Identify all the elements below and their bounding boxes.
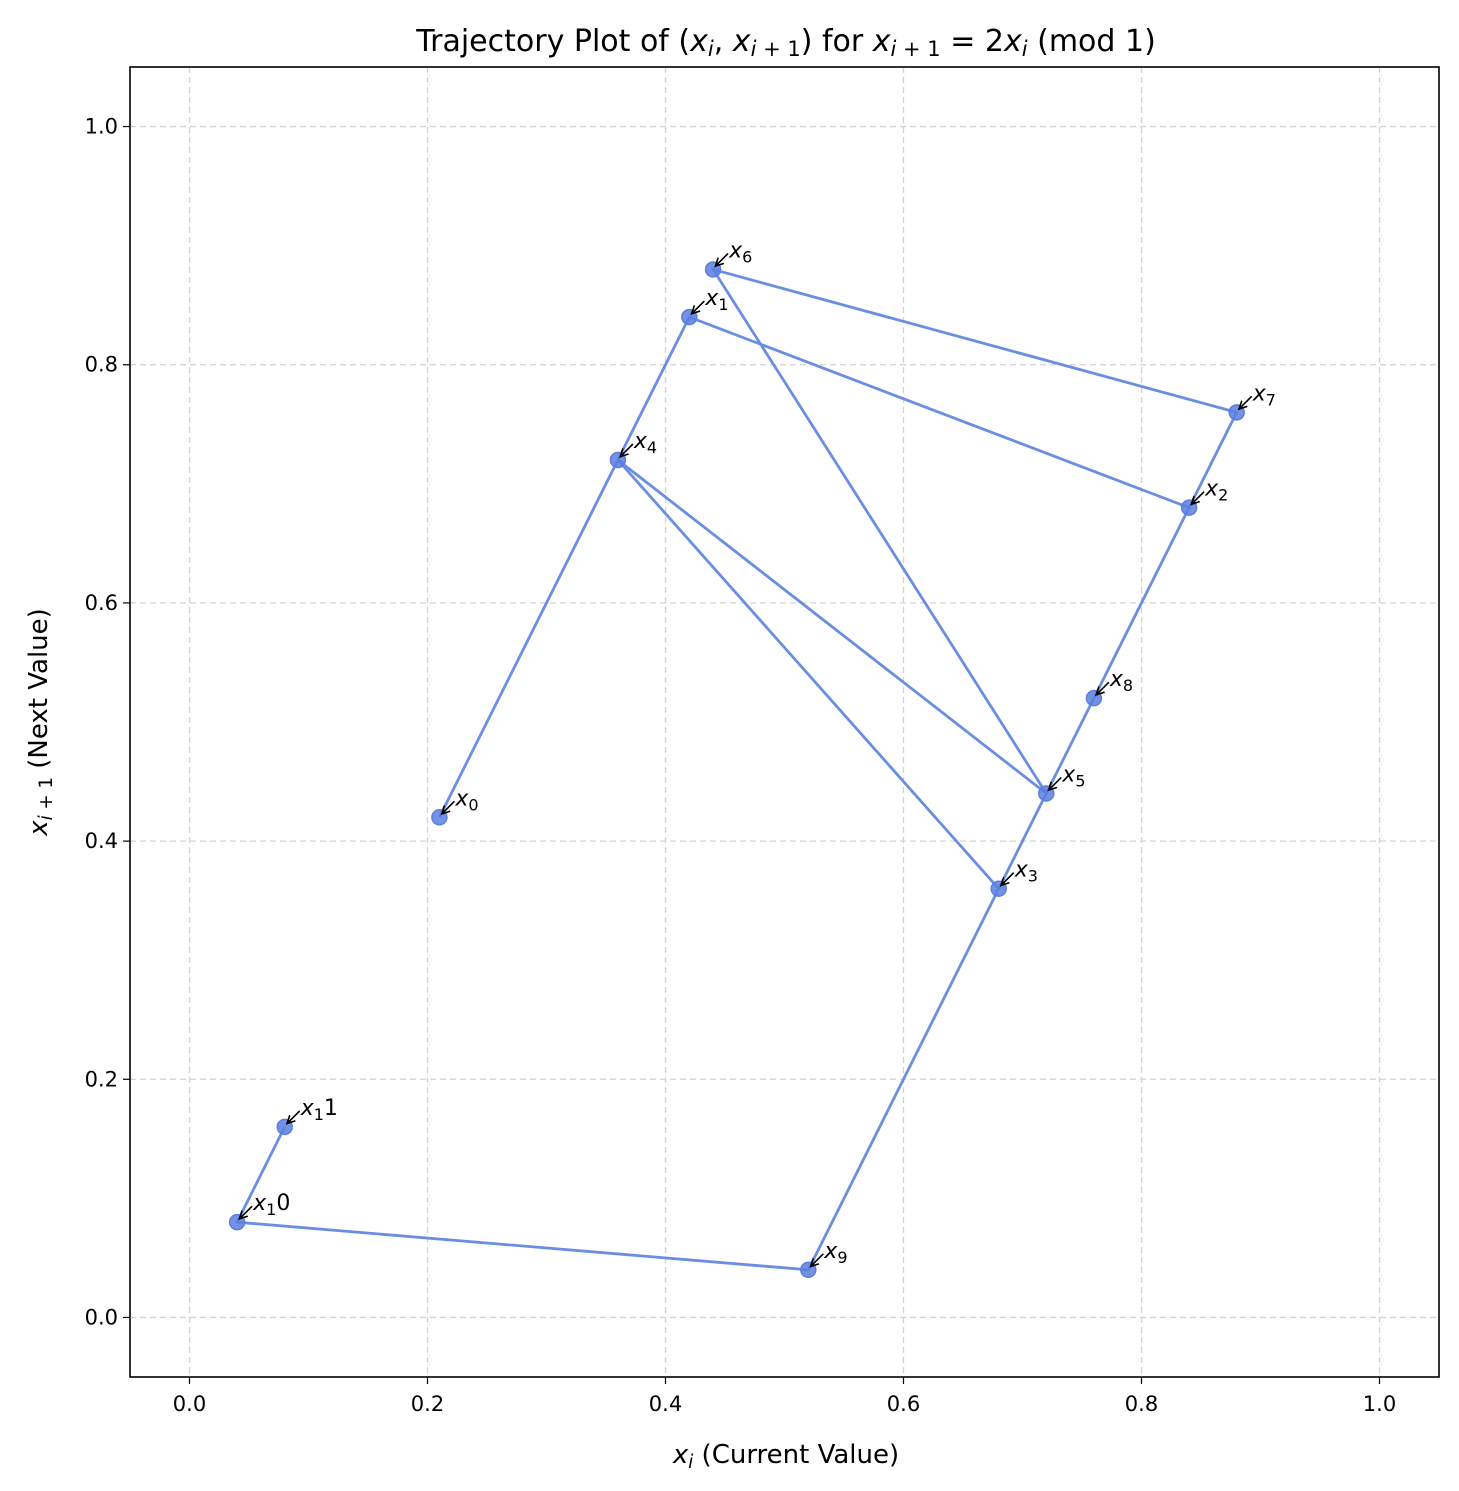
point-label-sub: 2 <box>1218 486 1228 505</box>
plot-frame <box>129 66 1440 1378</box>
point-label: x3 <box>1014 858 1038 886</box>
point-label: x0 <box>454 786 478 814</box>
label-part: (mod 1) <box>1028 24 1156 59</box>
x-tick-label: 0.0 <box>173 1392 206 1416</box>
point-label-base: x <box>1109 667 1124 692</box>
label-part: i <box>36 815 57 820</box>
point-label: x1 <box>704 286 728 314</box>
point-label-sub: 4 <box>647 438 657 457</box>
x-tick-label: 0.8 <box>1125 1392 1158 1416</box>
y-axis-label: xi + 1 (Next Value) <box>24 608 57 837</box>
label-part: i <box>891 37 897 61</box>
label-part: x <box>872 24 891 59</box>
point-label-base: x <box>1252 381 1267 406</box>
point-label-base: x <box>454 786 469 811</box>
label-part: x <box>732 24 751 59</box>
point-label: x11 <box>300 1096 338 1124</box>
point-label: x10 <box>252 1191 290 1219</box>
point-label-base: x <box>633 429 648 454</box>
point-label-base: x <box>728 238 743 263</box>
point-label-sub: 9 <box>837 1248 847 1267</box>
annotation-arrow <box>288 1110 301 1123</box>
annotation-arrow <box>442 800 455 813</box>
label-part: x <box>672 1440 689 1470</box>
label-part: , <box>714 24 733 59</box>
label-part: (Current Value) <box>693 1440 899 1470</box>
point-label-suffix: 1 <box>324 1096 338 1121</box>
point-label: x9 <box>823 1239 847 1267</box>
x-axis-label: xi (Current Value) <box>672 1440 899 1473</box>
label-part: x <box>1003 24 1022 59</box>
point-label-sub: 0 <box>468 795 478 814</box>
point-label-sub: 3 <box>1028 867 1038 886</box>
annotation-arrow <box>716 252 729 265</box>
label-part: i <box>751 37 757 61</box>
label-part: Trajectory Plot of ( <box>415 24 690 59</box>
point-label-sub: 1 <box>266 1200 276 1219</box>
y-tick-label: 0.0 <box>85 1305 118 1329</box>
point-label-sub: 6 <box>742 247 752 266</box>
point-label: x2 <box>1204 477 1228 505</box>
point-label: x8 <box>1109 667 1133 695</box>
label-part: i <box>708 37 714 61</box>
label-part: + 1 <box>36 777 57 815</box>
annotation-arrow <box>240 1205 253 1218</box>
trajectory-series <box>235 268 1239 1272</box>
y-tick-label: 0.4 <box>85 829 118 853</box>
y-tick-label: 0.8 <box>85 353 118 377</box>
point-label-base: x <box>823 1239 838 1264</box>
axis-ticks: 0.0 0.2 0.4 0.6 0.8 1.0 0.0 0.2 0.4 0.6 0.8 1.0 <box>85 115 1397 1416</box>
annotation-arrow <box>1192 491 1205 504</box>
point-label-sub: 1 <box>718 295 728 314</box>
trajectory-line <box>235 268 1239 1272</box>
point-label: x4 <box>633 429 657 457</box>
label-part: (Next Value) <box>24 608 54 777</box>
annotation-arrow <box>1049 776 1062 789</box>
point-label-sub: 7 <box>1266 390 1276 409</box>
grid <box>130 67 1439 1377</box>
label-part: + 1 <box>896 37 940 61</box>
annotation-arrow <box>1002 872 1015 885</box>
annotation-arrow <box>1097 681 1110 694</box>
label-part: i <box>1022 37 1028 61</box>
point-label: x5 <box>1061 762 1085 790</box>
annotation-arrow <box>692 300 705 313</box>
label-part: + 1 <box>756 37 800 61</box>
y-tick-label: 0.2 <box>85 1067 118 1091</box>
x-tick-label: 0.4 <box>649 1392 682 1416</box>
annotation-arrow <box>621 443 634 456</box>
annotation-arrow <box>811 1253 824 1266</box>
point-label-sub: 8 <box>1123 676 1133 695</box>
x-tick-label: 0.6 <box>887 1392 920 1416</box>
label-part: i <box>688 1452 693 1473</box>
point-label-base: x <box>300 1096 315 1121</box>
annotation-arrow <box>1240 395 1253 408</box>
point-label-base: x <box>1061 762 1076 787</box>
y-tick-label: 0.6 <box>85 591 118 615</box>
point-label: x7 <box>1252 381 1276 409</box>
point-label-sub: 5 <box>1075 771 1085 790</box>
label-part: ) for <box>801 24 873 59</box>
point-label-suffix: 0 <box>276 1191 290 1216</box>
point-label-base: x <box>1204 477 1219 502</box>
label-part: x <box>24 820 54 837</box>
point-label: x6 <box>728 238 752 266</box>
point-label-sub: 1 <box>314 1105 324 1124</box>
point-label-base: x <box>252 1191 267 1216</box>
point-label-base: x <box>1014 858 1029 883</box>
point-label-base: x <box>704 286 719 311</box>
x-tick-label: 1.0 <box>1363 1392 1396 1416</box>
label-part: = 2 <box>941 24 1004 59</box>
y-tick-label: 1.0 <box>85 115 118 139</box>
label-part: x <box>689 24 708 59</box>
chart-title: Trajectory Plot of (xi, xi + 1) for xi +… <box>415 24 1156 61</box>
x-tick-label: 0.2 <box>411 1392 444 1416</box>
